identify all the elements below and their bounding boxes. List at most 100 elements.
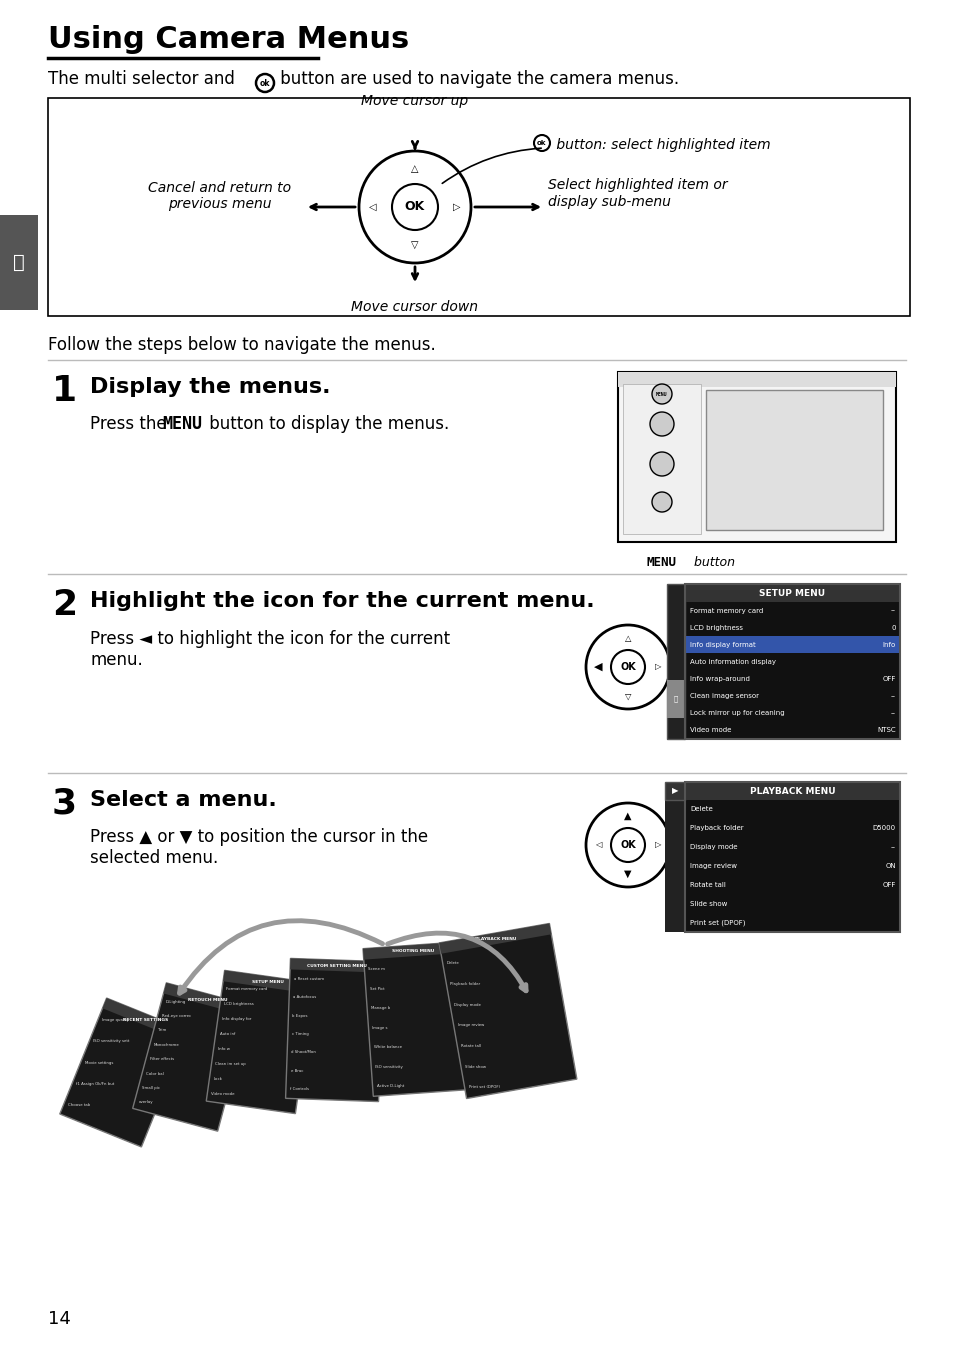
Bar <box>684 584 899 740</box>
Text: LCD brightness: LCD brightness <box>689 625 742 630</box>
Text: Clean im set up: Clean im set up <box>215 1063 246 1067</box>
Bar <box>206 971 314 1114</box>
Text: Delete: Delete <box>689 806 712 813</box>
Text: OFF: OFF <box>882 676 895 681</box>
Text: Manage b: Manage b <box>371 1006 390 1010</box>
Text: Cancel and return to: Cancel and return to <box>149 181 292 195</box>
Text: ▼: ▼ <box>623 869 631 879</box>
Text: ⛺: ⛺ <box>673 695 678 702</box>
Text: Slide show: Slide show <box>689 900 726 907</box>
Text: Filter effects: Filter effects <box>150 1057 174 1061</box>
Circle shape <box>649 412 673 435</box>
Text: Lock mirror up for cleaning: Lock mirror up for cleaning <box>689 710 783 717</box>
Text: ▷: ▷ <box>654 662 660 672</box>
Text: Press the: Press the <box>90 415 172 433</box>
Text: PLAYBACK MENU: PLAYBACK MENU <box>474 937 516 941</box>
Text: ⌖: ⌖ <box>13 253 25 272</box>
Text: MENU: MENU <box>646 556 677 569</box>
Text: PLAYBACK MENU: PLAYBACK MENU <box>749 787 835 795</box>
Text: LCD brightness: LCD brightness <box>224 1002 253 1006</box>
Text: e Brac: e Brac <box>291 1069 303 1073</box>
Text: △: △ <box>624 634 631 642</box>
Bar <box>618 372 895 542</box>
Text: Video mode: Video mode <box>211 1092 234 1096</box>
Text: SETUP MENU: SETUP MENU <box>759 588 824 598</box>
Text: OK: OK <box>619 840 636 850</box>
Text: Image review: Image review <box>689 863 737 869</box>
Text: Info: Info <box>882 642 895 648</box>
Bar <box>666 584 684 740</box>
Bar <box>684 781 899 932</box>
Text: ◁: ◁ <box>369 201 376 212</box>
Bar <box>622 384 700 534</box>
Text: Info w: Info w <box>217 1048 230 1052</box>
Circle shape <box>651 492 671 512</box>
Text: Color bal: Color bal <box>146 1072 164 1075</box>
Text: Monochrome: Monochrome <box>153 1042 179 1046</box>
Text: 0: 0 <box>890 625 895 630</box>
Text: button: button <box>689 556 734 569</box>
Text: ok: ok <box>537 141 546 146</box>
Text: b Expos: b Expos <box>293 1014 308 1018</box>
Circle shape <box>534 135 550 151</box>
Text: button to display the menus.: button to display the menus. <box>204 415 449 433</box>
Bar <box>684 584 899 740</box>
Text: Display the menus.: Display the menus. <box>90 377 330 397</box>
Text: Set Pict: Set Pict <box>370 987 384 991</box>
Text: ◁: ◁ <box>594 841 600 849</box>
Bar <box>684 781 899 800</box>
Text: Display mode: Display mode <box>454 1003 480 1007</box>
Text: Image s: Image s <box>372 1026 388 1030</box>
Circle shape <box>392 184 437 230</box>
Text: Movie settings: Movie settings <box>85 1060 113 1064</box>
Bar <box>684 637 899 653</box>
Text: Red-eye correc: Red-eye correc <box>161 1014 191 1018</box>
Bar <box>438 923 577 1099</box>
Text: ON: ON <box>884 863 895 869</box>
Text: OK: OK <box>619 662 636 672</box>
Text: Delete: Delete <box>446 961 459 965</box>
Text: ▷: ▷ <box>654 841 660 849</box>
Text: ▽: ▽ <box>411 241 418 250</box>
Bar <box>132 983 251 1132</box>
Bar <box>684 781 899 932</box>
Text: ▲: ▲ <box>623 811 631 821</box>
Text: Auto information display: Auto information display <box>689 658 775 665</box>
Text: RECENT SETTINGS: RECENT SETTINGS <box>123 1018 168 1022</box>
Text: Choose tab: Choose tab <box>68 1103 90 1107</box>
Bar <box>102 998 188 1041</box>
Text: Video mode: Video mode <box>689 727 731 733</box>
Text: Info display format: Info display format <box>689 642 755 648</box>
Text: ▽: ▽ <box>624 691 631 700</box>
Text: --: -- <box>890 607 895 614</box>
Text: Display mode: Display mode <box>689 844 737 850</box>
Text: Press ◄ to highlight the icon for the current
menu.: Press ◄ to highlight the icon for the cu… <box>90 630 450 669</box>
Text: Small pic: Small pic <box>142 1086 160 1090</box>
Bar <box>285 959 383 1102</box>
Text: button: select highlighted item: button: select highlighted item <box>552 138 770 151</box>
Text: Image quality: Image quality <box>102 1018 129 1022</box>
Circle shape <box>649 452 673 476</box>
Text: Scene m: Scene m <box>368 967 385 971</box>
Text: MENU: MENU <box>162 415 202 433</box>
Text: NTSC: NTSC <box>877 727 895 733</box>
Text: Format memory card: Format memory card <box>226 987 267 991</box>
Text: Follow the steps below to navigate the menus.: Follow the steps below to navigate the m… <box>48 337 436 354</box>
Text: Info display for: Info display for <box>221 1017 251 1021</box>
Text: display sub-menu: display sub-menu <box>547 195 670 210</box>
Text: overlay: overlay <box>138 1101 152 1105</box>
Text: SHOOTING MENU: SHOOTING MENU <box>392 949 434 953</box>
Text: Active D-Light: Active D-Light <box>376 1084 403 1088</box>
Text: ◀: ◀ <box>593 662 601 672</box>
Text: c Timing: c Timing <box>292 1032 308 1036</box>
Text: ▶: ▶ <box>671 787 678 795</box>
Text: CUSTOM SETTING MENU: CUSTOM SETTING MENU <box>307 964 366 968</box>
Circle shape <box>610 650 644 684</box>
Bar <box>48 97 909 316</box>
Circle shape <box>610 827 644 863</box>
Text: f1 Assign Ok/Fn but: f1 Assign Ok/Fn but <box>76 1082 114 1086</box>
Text: 2: 2 <box>52 588 77 622</box>
Text: D5000: D5000 <box>872 825 895 831</box>
Text: ok: ok <box>259 78 270 88</box>
Bar <box>163 983 251 1017</box>
